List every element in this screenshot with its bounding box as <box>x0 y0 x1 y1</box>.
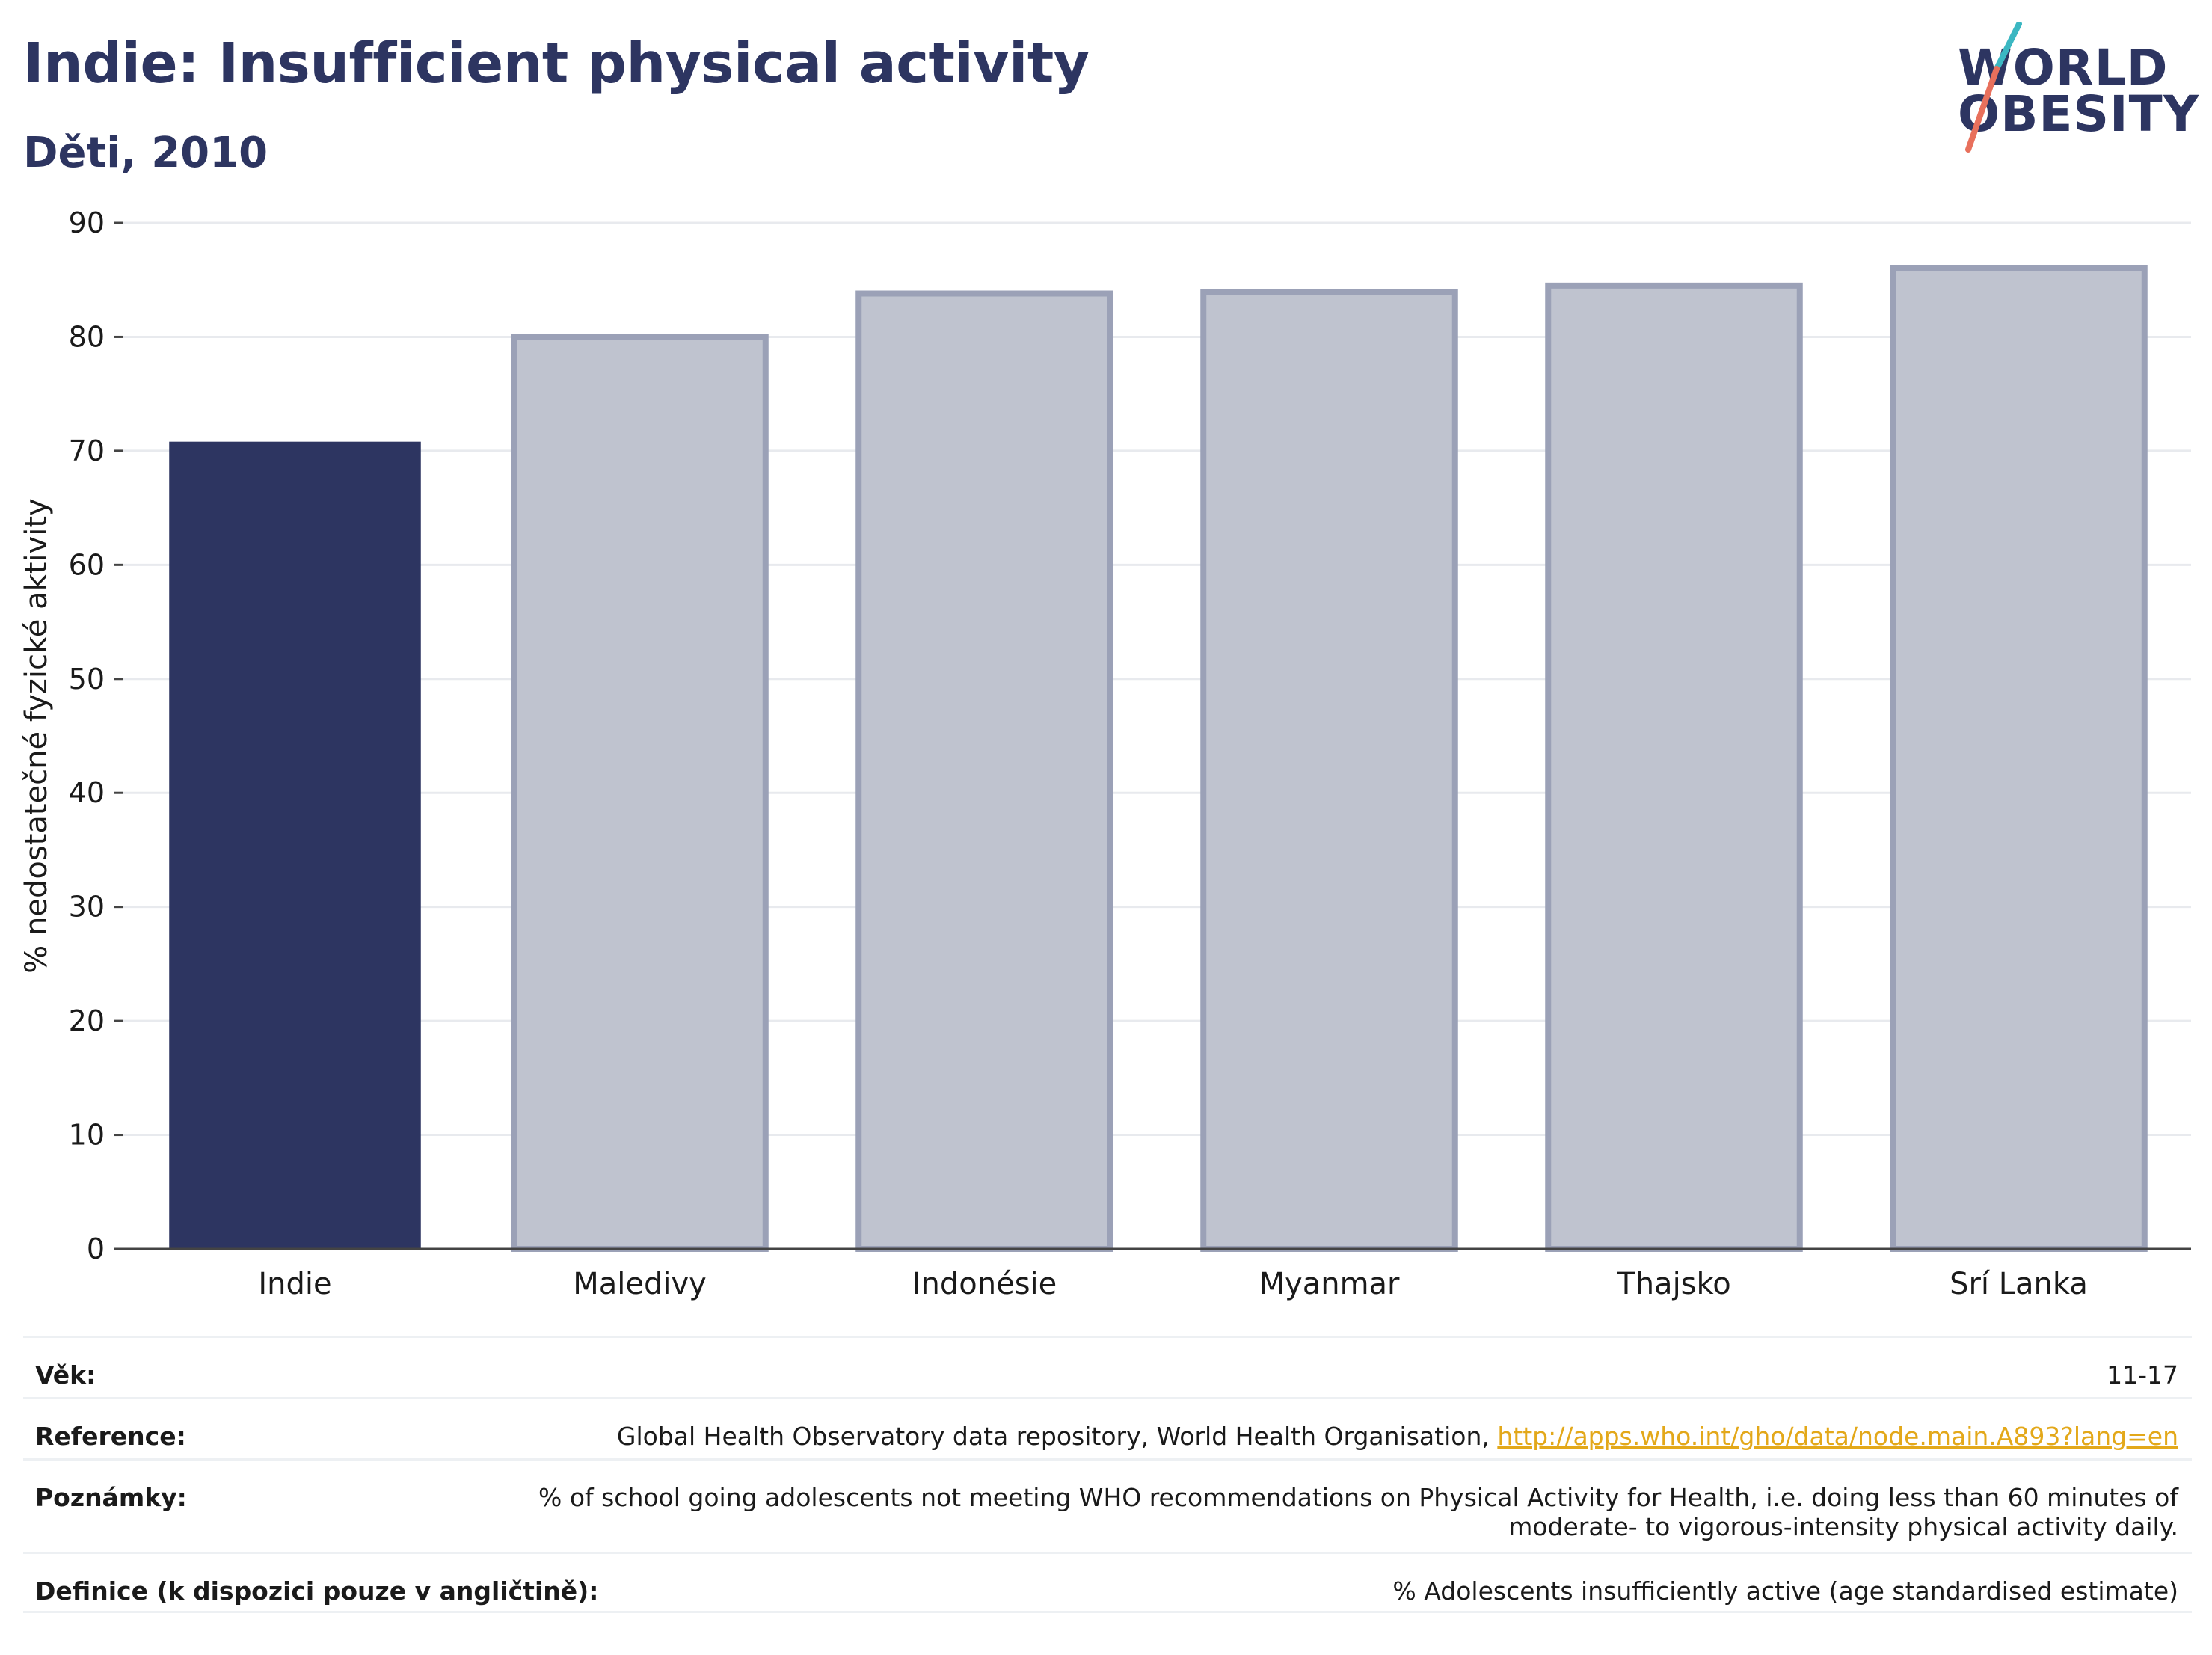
notes-line-1: % of school going adolescents not meetin… <box>538 1483 2178 1512</box>
info-row-definition: Definice (k dispozici pouze v angličtině… <box>23 1552 2192 1613</box>
page-title: Indie: Insufficient physical activity <box>23 31 1090 96</box>
y-tick-label-50: 50 <box>69 663 105 696</box>
y-tick-label-30: 30 <box>69 891 105 924</box>
bar-myanmar <box>1200 289 1458 1253</box>
logo-slash-icon <box>1965 22 2022 153</box>
y-tick-label-40: 40 <box>69 776 105 809</box>
notes-line-2: moderate- to vigorous-intensity physical… <box>1508 1512 2178 1541</box>
info-row-age: Věk: 11-17 <box>23 1336 2192 1397</box>
y-tick-label-70: 70 <box>69 435 105 467</box>
y-tick-label-10: 10 <box>69 1119 105 1152</box>
y-axis-ticks: 0 10 20 30 40 50 60 70 80 90 <box>69 206 123 1265</box>
bar-chart: 0 10 20 30 40 50 60 70 80 90 Indie Maledivy Indonés… <box>19 206 2191 1301</box>
info-row-notes: Poznámky: % of school going adolescents … <box>23 1458 2192 1552</box>
reference-text: Global Health Observatory data repositor… <box>616 1422 1498 1451</box>
age-value: 11-17 <box>2107 1360 2178 1390</box>
bars <box>169 265 2148 1253</box>
info-table: Věk: 11-17 Reference: Global Health Obse… <box>23 1336 2192 1613</box>
bar-maledivy <box>511 334 769 1252</box>
reference-link[interactable]: http://apps.who.int/gho/data/node.main.A… <box>1497 1422 2178 1451</box>
x-tick-label-4: Thajsko <box>1616 1267 1730 1301</box>
definition-value: % Adolescents insufficiently active (age… <box>1392 1576 2178 1606</box>
x-tick-label-2: Indonésie <box>912 1267 1057 1301</box>
y-tick-label-0: 0 <box>87 1232 105 1265</box>
x-tick-label-3: Myanmar <box>1259 1267 1401 1301</box>
y-tick-label-60: 60 <box>69 548 105 581</box>
logo-line-2: OBESITY <box>1958 85 2200 143</box>
bar-srí-lanka <box>1890 265 2148 1252</box>
info-row-reference: Reference: Global Health Observatory dat… <box>23 1397 2192 1458</box>
notes-value: % of school going adolescents not meetin… <box>538 1483 2178 1541</box>
y-tick-label-90: 90 <box>69 206 105 239</box>
age-label: Věk: <box>35 1360 96 1390</box>
x-tick-label-0: Indie <box>258 1267 331 1301</box>
bar-thajsko <box>1545 282 1803 1252</box>
y-tick-label-20: 20 <box>69 1004 105 1037</box>
page-subtitle: Děti, 2010 <box>23 129 268 177</box>
reference-value: Global Health Observatory data repositor… <box>617 1422 2178 1451</box>
reference-label: Reference: <box>35 1422 186 1451</box>
y-tick-label-80: 80 <box>69 320 105 353</box>
world-obesity-logo: WORLD OBESITY <box>1958 22 2200 157</box>
y-axis-title: % nedostatečné fyzické aktivity <box>19 498 54 973</box>
x-tick-label-5: Srí Lanka <box>1950 1267 2088 1301</box>
bar-indonésie <box>855 290 1113 1253</box>
x-tick-label-1: Maledivy <box>573 1267 707 1301</box>
gridlines <box>123 221 2191 1137</box>
notes-label: Poznámky: <box>35 1483 187 1512</box>
bar-indie <box>169 441 421 1249</box>
definition-label: Definice (k dispozici pouze v angličtině… <box>35 1576 599 1606</box>
x-axis-labels: Indie Maledivy Indonésie Myanmar Thajsko Srí … <box>258 1267 2088 1301</box>
